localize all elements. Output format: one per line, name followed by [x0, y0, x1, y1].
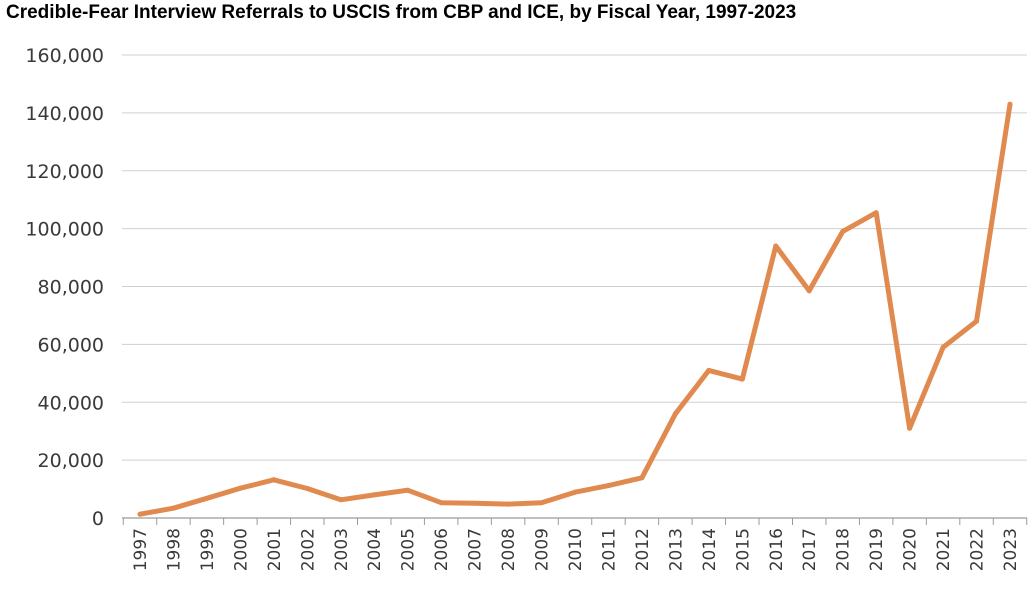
chart-title: Credible-Fear Interview Referrals to USC… — [6, 2, 797, 23]
x-tick-label: 2012 — [633, 528, 653, 571]
data-point — [974, 318, 980, 324]
x-tick-label: 2009 — [533, 528, 553, 571]
x-tick-label: 2011 — [599, 528, 619, 571]
x-tick-label: 2001 — [265, 528, 285, 571]
data-point — [271, 477, 277, 483]
data-point — [204, 495, 210, 501]
x-tick-label: 2005 — [399, 528, 419, 571]
y-tick-label: 100,000 — [25, 219, 104, 241]
data-point — [237, 485, 243, 491]
y-tick-label: 80,000 — [38, 277, 104, 299]
data-point — [672, 411, 678, 417]
data-point — [472, 500, 478, 506]
x-tick-label: 2006 — [432, 528, 452, 571]
y-tick-label: 20,000 — [38, 450, 104, 472]
x-tick-label: 2020 — [901, 528, 921, 571]
series — [137, 101, 1013, 517]
series-line — [137, 101, 1013, 517]
y-tick-label: 0 — [92, 508, 104, 530]
data-point — [605, 483, 611, 489]
data-point — [405, 487, 411, 493]
x-tick-label: 1997 — [131, 528, 151, 571]
data-point — [840, 229, 846, 235]
x-tick-label: 2022 — [968, 528, 988, 571]
data-point — [739, 376, 745, 382]
x-tick-label: 1999 — [198, 528, 218, 571]
x-tick-label: 2003 — [332, 528, 352, 571]
data-point — [505, 501, 511, 507]
data-point — [706, 367, 712, 373]
x-tick-label: 2016 — [767, 528, 787, 571]
x-tick-label: 2014 — [700, 528, 720, 571]
data-point — [572, 489, 578, 495]
y-tick-label: 120,000 — [25, 161, 104, 183]
data-point — [940, 344, 946, 350]
y-tick-label: 160,000 — [25, 45, 104, 67]
x-tick-label: 2018 — [834, 528, 854, 571]
x-tick-label: 2019 — [867, 528, 887, 571]
x-tick-label: 1998 — [164, 528, 184, 571]
y-axis: 0 20,000 40,000 60,000 80,000 100,000 120,000 1… — [25, 45, 104, 530]
x-axis: 1997 1998 1999 2000 2001 2002 2003 2004 2005 2006… — [122, 517, 1028, 571]
data-point — [806, 288, 812, 294]
data-point — [639, 475, 645, 481]
data-point — [873, 210, 879, 216]
x-tick-label: 2021 — [934, 528, 954, 571]
x-tick-label: 2017 — [800, 528, 820, 571]
x-tick-label: 2015 — [733, 528, 753, 571]
data-point — [438, 500, 444, 506]
x-tick-label: 2004 — [365, 528, 385, 571]
y-tick-label: 140,000 — [25, 103, 104, 125]
data-point — [371, 492, 377, 498]
y-tick-label: 40,000 — [38, 392, 104, 414]
x-tick-label: 2023 — [1001, 528, 1021, 571]
data-point — [773, 243, 779, 249]
data-point — [1007, 101, 1013, 107]
data-point — [304, 485, 310, 491]
data-point — [170, 505, 176, 511]
data-point — [338, 497, 344, 503]
y-tick-label: 60,000 — [38, 334, 104, 356]
data-point — [539, 500, 545, 506]
data-point — [907, 425, 913, 431]
x-tick-label: 2007 — [466, 528, 486, 571]
x-tick-label: 2008 — [499, 528, 519, 571]
data-point — [137, 511, 143, 517]
x-tick-label: 2000 — [231, 528, 251, 571]
x-tick-label: 2002 — [298, 528, 318, 571]
x-tick-label: 2013 — [666, 528, 686, 571]
x-tick-label: 2010 — [566, 528, 586, 571]
gridlines — [122, 54, 1027, 461]
